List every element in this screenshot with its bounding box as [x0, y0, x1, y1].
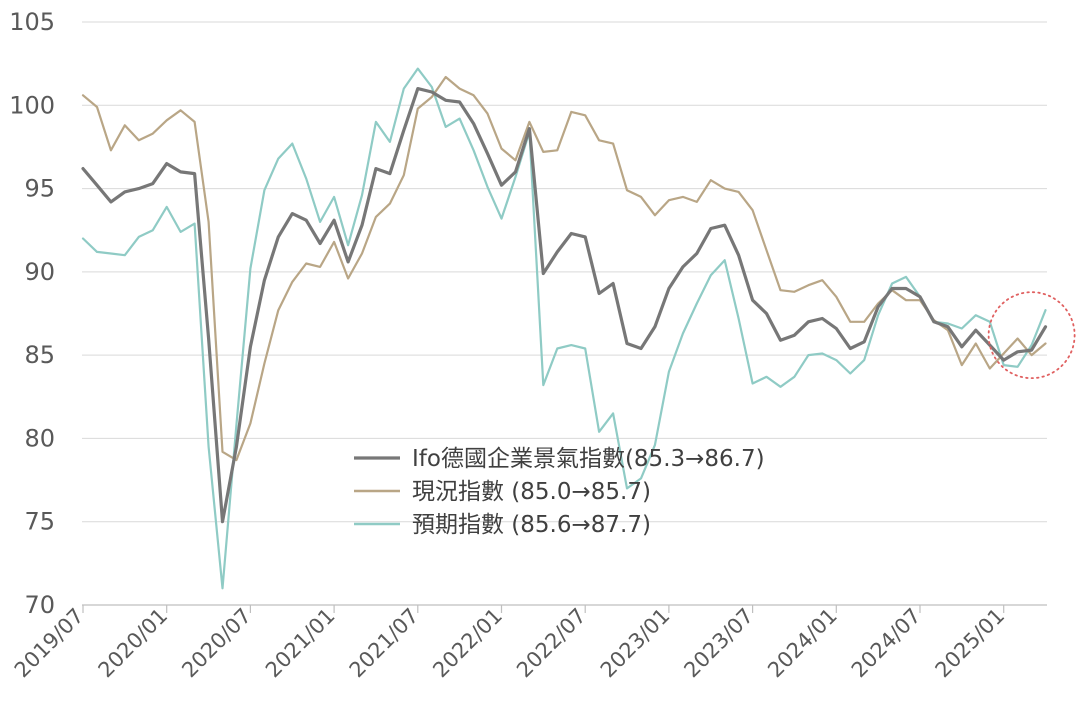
series-line-1	[81, 86, 1048, 524]
x-tick-label: 2022/07	[512, 604, 591, 683]
series-line-2	[81, 75, 1047, 462]
legend: Ifo德國企業景氣指數(85.3→86.7) 現況指數 (85.0→85.7) 預期…	[354, 446, 765, 538]
y-tick-label: 100	[9, 91, 55, 119]
y-tick-label: 95	[24, 175, 55, 203]
x-tick-label: 2024/01	[763, 604, 842, 683]
x-tick-label: 2023/07	[679, 604, 758, 683]
x-tick-label: 2021/07	[345, 604, 424, 683]
x-axis: 2019/07 2020/01 2020/07 2021/01 2021/07 2022/…	[10, 604, 1047, 683]
x-tick-label: 2023/01	[596, 604, 675, 683]
series-line-3	[81, 67, 1047, 590]
y-tick-label: 70	[24, 591, 55, 619]
y-tick-label: 90	[24, 258, 55, 286]
x-tick-label: 2022/01	[428, 604, 507, 683]
highlight-dotted-circle	[987, 291, 1076, 380]
y-tick-label: 75	[24, 508, 55, 536]
x-tick-label: 2025/01	[931, 604, 1010, 683]
highlight-circle	[987, 291, 1076, 380]
series-lines	[81, 67, 1048, 590]
legend-label-1: Ifo德國企業景氣指數(85.3→86.7)	[412, 446, 765, 472]
x-tick-label: 2020/01	[94, 604, 173, 683]
x-tick-label: 2021/01	[261, 604, 340, 683]
y-axis: 105 100 95 90 85 80 75 70	[9, 8, 55, 619]
y-tick-label: 105	[9, 8, 55, 36]
y-tick-label: 85	[24, 341, 55, 369]
y-tick-label: 80	[24, 424, 55, 452]
legend-label-2: 現況指數 (85.0→85.7)	[412, 479, 651, 505]
legend-label-3: 預期指數 (85.6→87.7)	[412, 512, 651, 538]
x-tick-label: 2020/07	[177, 604, 256, 683]
x-tick-label: 2024/07	[847, 604, 926, 683]
